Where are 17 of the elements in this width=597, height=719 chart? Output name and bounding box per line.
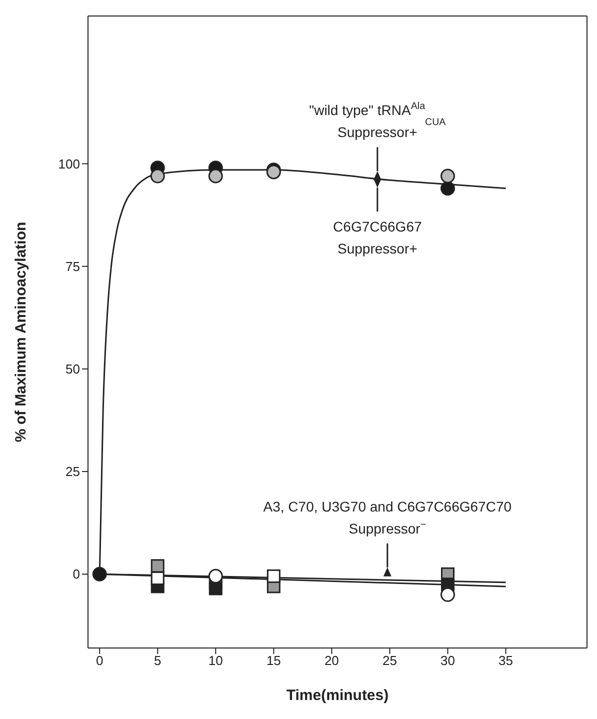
annotation: C6G7C66G67 Suppressor+ [333, 218, 422, 257]
x-tick-label: 0 [96, 653, 104, 668]
y-tick-label: 0 [72, 566, 80, 582]
y-tick-label: 25 [66, 464, 80, 480]
y-tick-label: 75 [66, 258, 80, 274]
x-axis-title: Time(minutes) [286, 687, 389, 704]
x-tick-label: 20 [324, 653, 339, 668]
x-tick-label: 10 [208, 653, 223, 668]
x-tick-label: 30 [440, 653, 455, 668]
x-tick-label: 15 [266, 653, 281, 668]
x-tick-label: 5 [154, 653, 162, 668]
x-tick-label: 35 [498, 653, 513, 668]
y-tick-label: 100 [58, 156, 80, 172]
y-axis-title: % of Maximum Aminoacylation [12, 222, 30, 442]
x-tick-label: 25 [382, 653, 397, 668]
annotation: A3, C70, U3G70 and C6G7C66G67C70 Suppressor$^{−}$ [263, 498, 512, 536]
y-tick-label: 50 [66, 362, 80, 377]
